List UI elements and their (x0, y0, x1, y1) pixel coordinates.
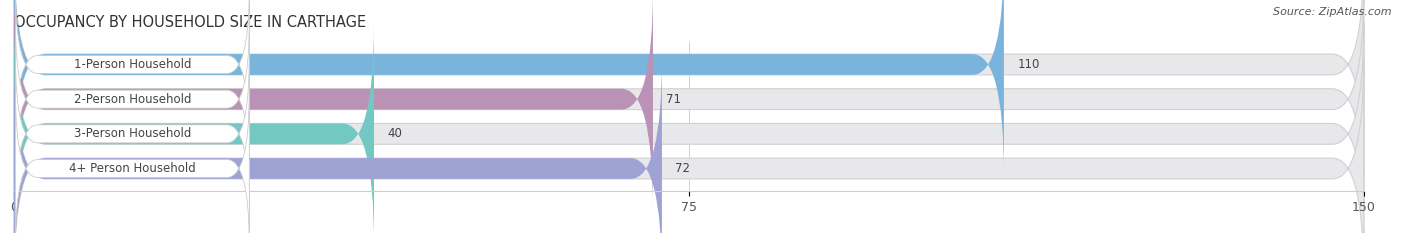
FancyBboxPatch shape (15, 91, 249, 233)
FancyBboxPatch shape (14, 58, 1364, 233)
FancyBboxPatch shape (14, 0, 1004, 175)
Text: OCCUPANCY BY HOUSEHOLD SIZE IN CARTHAGE: OCCUPANCY BY HOUSEHOLD SIZE IN CARTHAGE (14, 15, 366, 30)
FancyBboxPatch shape (14, 58, 662, 233)
Text: 40: 40 (388, 127, 402, 140)
FancyBboxPatch shape (15, 21, 249, 177)
Text: 4+ Person Household: 4+ Person Household (69, 162, 195, 175)
FancyBboxPatch shape (14, 23, 374, 233)
Text: 3-Person Household: 3-Person Household (73, 127, 191, 140)
FancyBboxPatch shape (15, 0, 249, 142)
Text: 1-Person Household: 1-Person Household (73, 58, 191, 71)
Text: 71: 71 (666, 93, 682, 106)
FancyBboxPatch shape (14, 0, 1364, 175)
FancyBboxPatch shape (14, 0, 1364, 210)
Text: 72: 72 (675, 162, 690, 175)
FancyBboxPatch shape (14, 0, 652, 210)
Text: 110: 110 (1018, 58, 1040, 71)
Text: Source: ZipAtlas.com: Source: ZipAtlas.com (1274, 7, 1392, 17)
FancyBboxPatch shape (14, 23, 1364, 233)
FancyBboxPatch shape (15, 56, 249, 212)
Text: 2-Person Household: 2-Person Household (73, 93, 191, 106)
